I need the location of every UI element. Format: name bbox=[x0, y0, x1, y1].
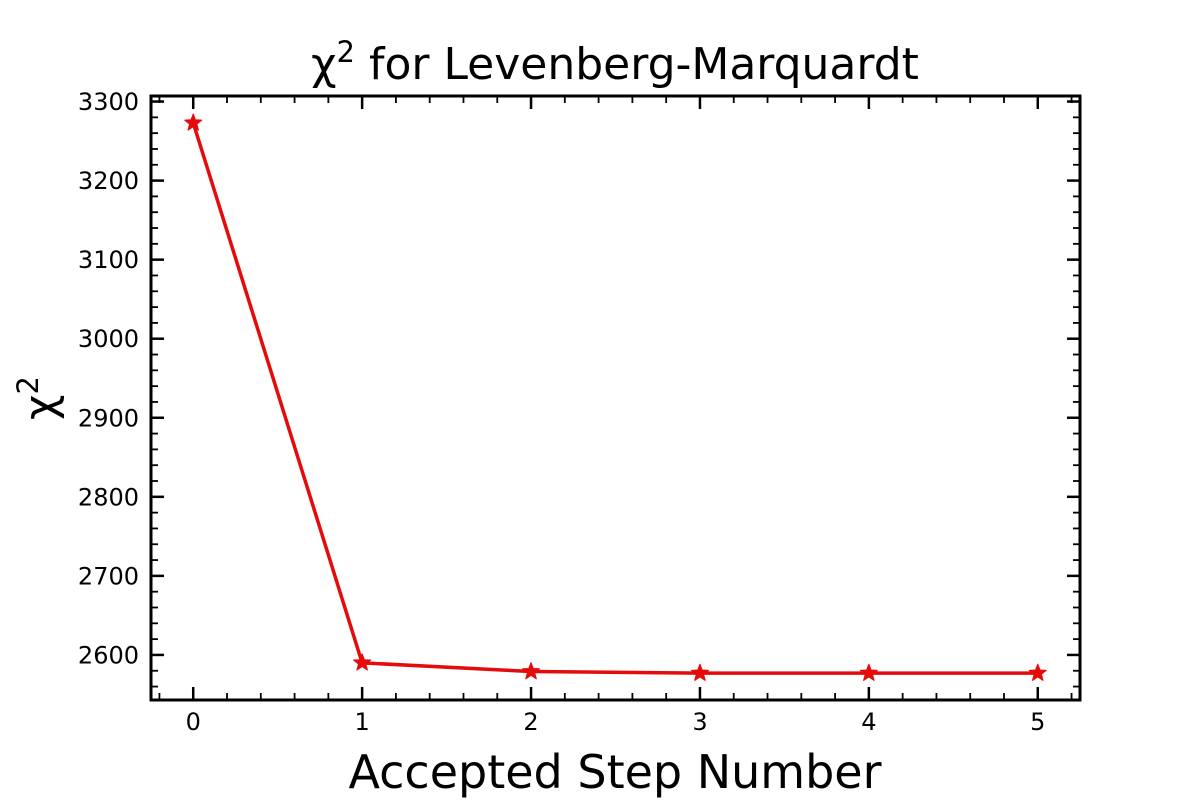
series-layer bbox=[184, 113, 1047, 681]
y-tick-label: 3100 bbox=[78, 246, 139, 274]
x-tick-labels: 0 1 2 3 4 5 bbox=[186, 708, 1046, 736]
y-tick-labels: 2600 2700 2800 2900 3000 3100 3200 3300 bbox=[78, 88, 139, 669]
y-tick-label: 2800 bbox=[78, 483, 139, 511]
y-tick-label: 3200 bbox=[78, 167, 139, 195]
x-tick-label: 1 bbox=[354, 708, 369, 736]
y-axis-label: χ2 bbox=[11, 376, 66, 420]
data-point-star bbox=[1028, 663, 1047, 681]
x-tick-label: 2 bbox=[523, 708, 538, 736]
x-axis-label: Accepted Step Number bbox=[348, 745, 881, 799]
plot-frame bbox=[149, 94, 1082, 702]
x-tick-label: 4 bbox=[861, 708, 876, 736]
y-tick-label: 3000 bbox=[78, 325, 139, 353]
data-point-star bbox=[690, 663, 710, 681]
data-point-star bbox=[184, 113, 203, 131]
y-tick-label: 2900 bbox=[78, 404, 139, 432]
minor-ticks bbox=[151, 96, 1080, 700]
data-point-star bbox=[353, 653, 372, 671]
series-line bbox=[191, 122, 1038, 675]
chart-title: χ2 for Levenberg-Marquardt bbox=[311, 35, 919, 90]
data-point-star bbox=[521, 662, 541, 680]
y-tick-label: 3300 bbox=[78, 88, 139, 116]
x-tick-label: 5 bbox=[1030, 708, 1045, 736]
y-tick-label: 2700 bbox=[78, 562, 139, 590]
data-point-star bbox=[859, 663, 878, 681]
x-tick-label: 0 bbox=[186, 708, 201, 736]
y-tick-label: 2600 bbox=[78, 641, 139, 669]
major-ticks bbox=[151, 96, 1080, 700]
x-tick-label: 3 bbox=[692, 708, 707, 736]
